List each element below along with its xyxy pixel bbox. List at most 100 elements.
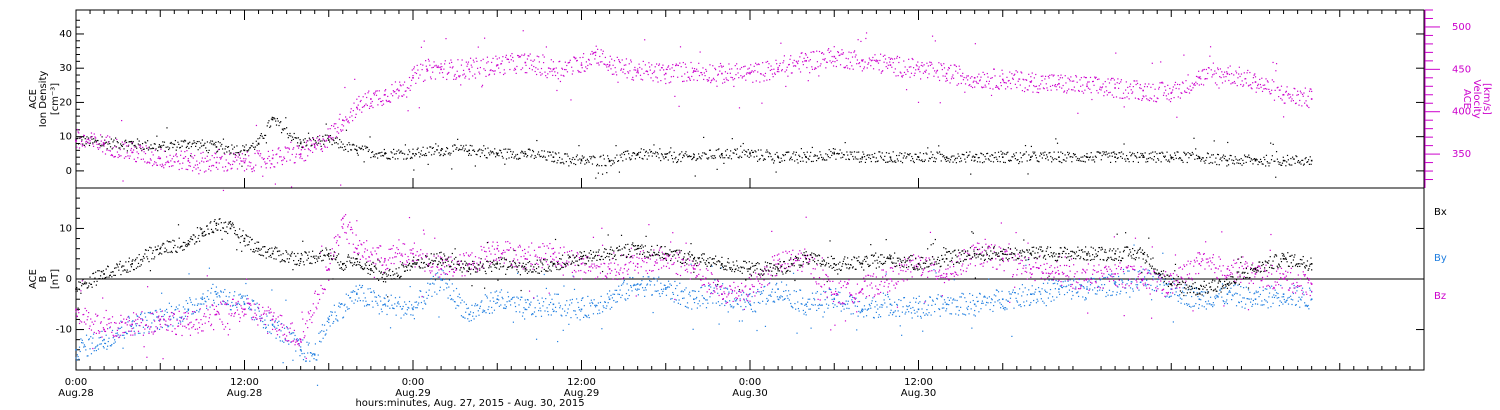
by-series-point	[608, 290, 611, 292]
velocity-series-point	[922, 65, 924, 67]
by-series-point	[561, 308, 564, 310]
density-series-point	[175, 149, 177, 151]
by-series-point	[147, 312, 149, 314]
by-series-point	[144, 316, 147, 318]
velocity-series-anchor	[299, 153, 302, 155]
density-series-point	[588, 161, 590, 163]
density-series-point	[1156, 153, 1158, 155]
velocity-series-point	[1010, 88, 1012, 90]
by-series-point	[142, 326, 144, 328]
density-series-point	[488, 152, 490, 154]
by-series-point	[938, 308, 940, 310]
velocity-series-point	[875, 59, 877, 61]
by-series-point	[203, 297, 206, 299]
velocity-series-point	[797, 60, 800, 62]
velocity-series-point	[99, 134, 102, 136]
density-series-point	[1201, 157, 1204, 159]
velocity-series-point	[1003, 81, 1005, 84]
velocity-series-point	[252, 168, 254, 170]
velocity-series-point	[790, 72, 793, 74]
by-series-point	[736, 303, 738, 305]
by-series-anchor	[1310, 298, 1313, 301]
density-series-point	[902, 157, 904, 159]
velocity-series-point	[1061, 87, 1063, 89]
velocity-series-point	[498, 67, 500, 69]
by-series-point	[588, 317, 590, 319]
by-series-point	[689, 295, 691, 297]
density-series-point	[801, 157, 803, 159]
by-series-point	[1004, 307, 1007, 309]
velocity-series-point	[182, 157, 185, 159]
density-series-point	[786, 151, 788, 154]
density-series-point	[145, 142, 147, 144]
by-series-point	[605, 307, 607, 309]
density-series-point	[987, 158, 990, 160]
velocity-series-point	[597, 62, 599, 64]
density-series-point	[685, 151, 687, 153]
velocity-series-point	[1007, 86, 1009, 88]
density-series-point	[618, 171, 621, 173]
density-series-point	[765, 151, 767, 153]
velocity-series-point	[361, 111, 363, 113]
density-series-point	[1227, 141, 1229, 144]
by-series-point	[921, 308, 923, 310]
by-series-point	[855, 297, 857, 299]
by-series-point	[451, 298, 453, 300]
density-series-point	[1308, 163, 1311, 165]
density-series-point	[541, 150, 543, 152]
density-series-point	[1300, 163, 1302, 165]
velocity-series-point	[78, 147, 81, 149]
density-series-point	[736, 148, 738, 150]
density-series-point	[864, 161, 867, 164]
by-series-point	[860, 311, 862, 313]
velocity-series-point	[87, 142, 89, 144]
density-series-point	[406, 157, 408, 159]
density-series-point	[414, 153, 417, 155]
velocity-series-point	[921, 62, 923, 64]
by-series-point	[806, 305, 808, 308]
density-series-point	[870, 160, 872, 163]
density-series-point	[1147, 157, 1150, 160]
by-series-point	[814, 304, 816, 306]
velocity-series-point	[321, 150, 324, 152]
by-series-point	[106, 348, 108, 350]
density-series-point	[1221, 160, 1223, 162]
by-series-point	[594, 306, 597, 308]
density-series-point	[763, 158, 765, 160]
density-series-anchor	[257, 142, 260, 145]
by-series-point	[740, 294, 743, 296]
velocity-series-point	[125, 145, 128, 147]
by-series-point	[623, 281, 625, 283]
density-series-point	[914, 153, 916, 155]
velocity-series-anchor	[721, 72, 723, 75]
velocity-series-point	[350, 108, 352, 110]
density-series-point	[506, 151, 508, 153]
by-series-point	[401, 308, 404, 310]
b-tick-label: 10	[59, 223, 72, 234]
by-series-point	[943, 299, 946, 301]
by-series-point	[844, 303, 846, 305]
velocity-series-point	[415, 82, 417, 84]
velocity-series-point	[844, 66, 847, 68]
velocity-series-point	[747, 68, 749, 70]
density-series-point	[531, 154, 533, 156]
density-series-point	[1270, 159, 1273, 161]
by-series-point	[506, 301, 508, 303]
density-tick-label: 40	[59, 29, 72, 40]
density-series-point	[1294, 162, 1296, 165]
by-series-point	[158, 319, 160, 322]
by-series-point	[759, 302, 761, 304]
by-series-point	[154, 310, 156, 312]
velocity-series-point	[297, 147, 300, 149]
by-series-point	[931, 304, 933, 306]
by-series-point	[936, 297, 938, 300]
density-series-point	[512, 151, 514, 153]
by-series-point	[632, 277, 634, 279]
density-series-point	[666, 153, 669, 155]
by-series-point	[433, 283, 435, 285]
by-series-point	[604, 301, 606, 303]
by-series-point	[811, 292, 814, 294]
velocity-series-point	[931, 35, 934, 37]
velocity-series-point	[1077, 112, 1079, 114]
density-series-point	[664, 153, 666, 155]
